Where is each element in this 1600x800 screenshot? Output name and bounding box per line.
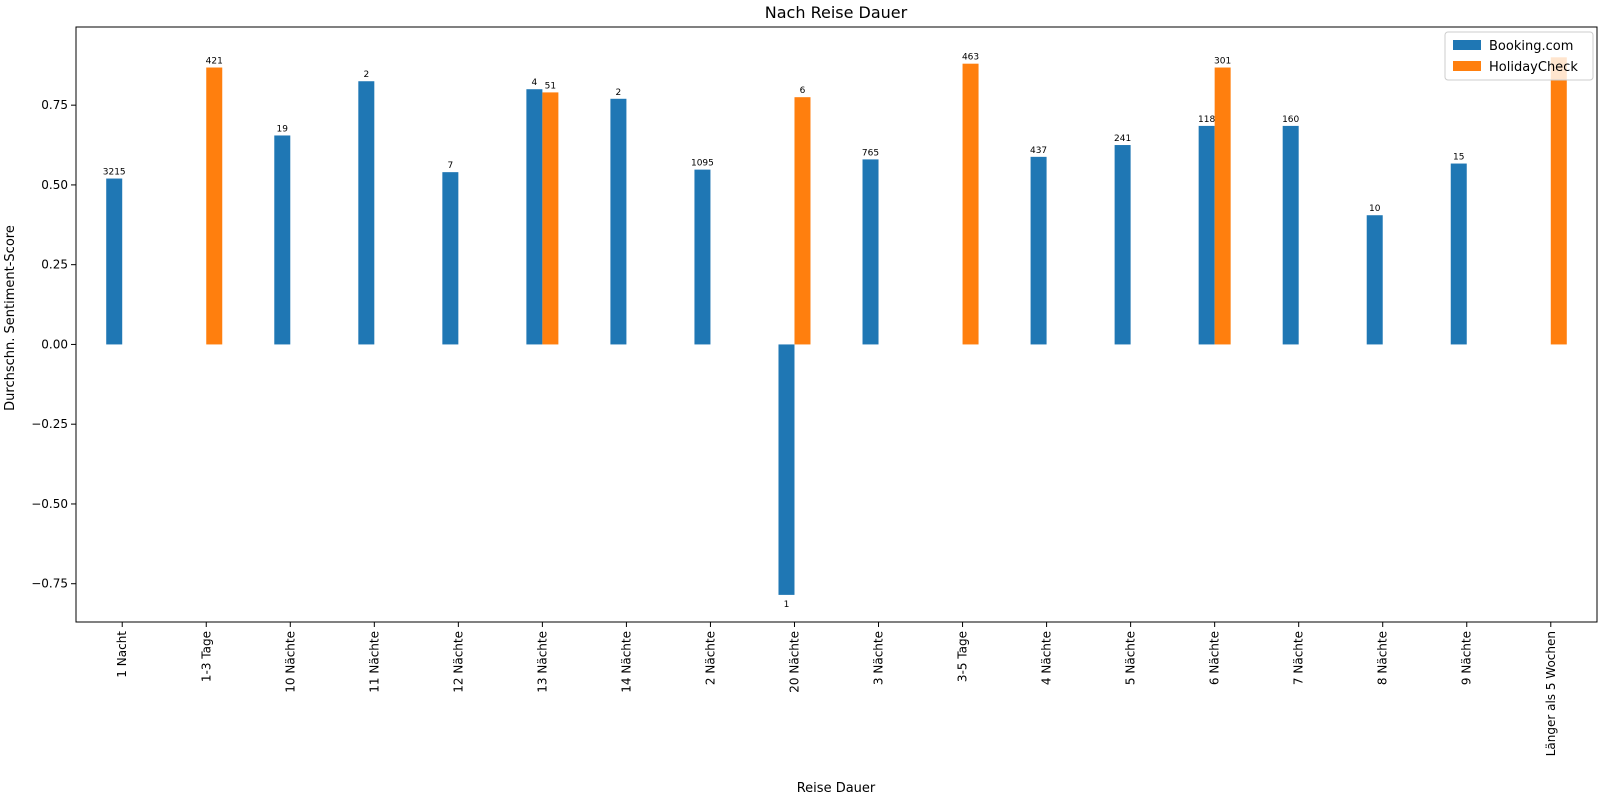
x-tick-label: 12 Nächte xyxy=(451,631,465,693)
bar-booking-com-5-nachte xyxy=(1114,145,1131,345)
x-tick-label: 1-3 Tage xyxy=(199,631,213,682)
x-tick-label: 4 Nächte xyxy=(1040,631,1054,685)
x-tick-label: 20 Nächte xyxy=(787,631,801,693)
data-label-booking-com-11-nachte: 2 xyxy=(363,70,369,80)
data-label-booking-com-12-nachte: 7 xyxy=(447,161,453,171)
x-tick-label: 5 Nächte xyxy=(1124,631,1138,685)
data-label-booking-com-2-nachte: 1095 xyxy=(691,159,714,169)
y-tick-label: 0.50 xyxy=(41,178,68,192)
bar-booking-com-1-nacht xyxy=(106,178,123,345)
data-label-holidaycheck-20-nachte: 6 xyxy=(800,86,806,96)
x-tick-label: 14 Nächte xyxy=(619,631,633,693)
data-label-booking-com-20-nachte: 1 xyxy=(784,600,790,610)
data-label-booking-com-6-nachte: 118 xyxy=(1198,115,1215,125)
y-tick-label: 0.75 xyxy=(41,98,68,112)
bar-booking-com-7-nachte xyxy=(1282,125,1299,345)
legend: Booking.com HolidayCheck xyxy=(1444,31,1594,81)
data-label-booking-com-14-nachte: 2 xyxy=(616,88,622,98)
y-tick-label: 0.25 xyxy=(41,258,68,272)
legend-box xyxy=(1444,31,1594,81)
data-label-booking-com-7-nachte: 160 xyxy=(1282,115,1299,125)
y-axis-title: Durchschn. Sentiment-Score xyxy=(3,225,18,411)
legend-label-booking-com: Booking.com xyxy=(1489,39,1573,54)
bar-booking-com-20-nachte xyxy=(778,344,795,595)
bar-booking-com-4-nachte xyxy=(1030,156,1047,345)
x-tick-label: 10 Nächte xyxy=(283,631,297,693)
x-tick-label: 2 Nächte xyxy=(703,631,717,685)
y-tick-label: −0.25 xyxy=(31,417,68,431)
x-tick-label: 7 Nächte xyxy=(1292,631,1306,685)
bar-booking-com-8-nachte xyxy=(1366,215,1383,345)
plot-area: −0.75 −0.50 −0.25 0.00 0.25 0.50 0.75 1 Nacht 1-… xyxy=(31,26,1598,756)
data-label-holidaycheck-3-5-tage: 463 xyxy=(962,53,979,63)
x-tick-label: 3-5 Tage xyxy=(956,631,970,682)
legend-swatch-booking-com xyxy=(1453,40,1481,50)
x-tick-label: Länger als 5 Wochen xyxy=(1544,631,1558,756)
x-tick-label: 8 Nächte xyxy=(1376,631,1390,685)
data-label-holidaycheck-6-nachte: 301 xyxy=(1214,57,1231,67)
data-label-booking-com-3-nachte: 765 xyxy=(862,148,879,158)
x-axis-title: Reise Dauer xyxy=(797,781,876,796)
bar-holidaycheck-13-nachte xyxy=(542,92,559,345)
data-label-holidaycheck-1-3-tage: 421 xyxy=(206,57,223,67)
legend-label-holidaycheck: HolidayCheck xyxy=(1489,60,1578,75)
x-tick-label: 3 Nächte xyxy=(872,631,886,685)
data-label-booking-com-8-nachte: 10 xyxy=(1369,204,1381,214)
bar-holidaycheck-3-5-tage xyxy=(962,63,979,345)
bar-booking-com-10-nachte xyxy=(274,135,291,345)
x-tick-label: 1 Nacht xyxy=(115,631,129,678)
bar-booking-com-2-nachte xyxy=(694,169,711,345)
bar-booking-com-12-nachte xyxy=(442,172,459,345)
bar-booking-com-9-nachte xyxy=(1450,163,1467,345)
bar-holidaycheck-20-nachte xyxy=(794,97,811,345)
data-label-booking-com-4-nachte: 437 xyxy=(1030,146,1047,156)
x-tick-label: 13 Nächte xyxy=(535,631,549,693)
bar-booking-com-11-nachte xyxy=(358,81,375,345)
x-tick-label: 9 Nächte xyxy=(1460,631,1474,685)
y-tick-label: 0.00 xyxy=(41,337,68,351)
y-tick-label: −0.75 xyxy=(31,577,68,591)
bar-booking-com-6-nachte xyxy=(1198,125,1215,345)
bar-booking-com-3-nachte xyxy=(862,159,879,345)
bar-holidaycheck-6-nachte xyxy=(1214,67,1231,345)
bar-holidaycheck-1-3-tage xyxy=(206,67,223,345)
data-label-booking-com-13-nachte: 4 xyxy=(532,78,538,88)
data-label-holidaycheck-13-nachte: 51 xyxy=(545,81,556,91)
y-tick-label: −0.50 xyxy=(31,497,68,511)
legend-swatch-holidaycheck xyxy=(1453,61,1481,71)
data-label-booking-com-1-nacht: 3215 xyxy=(103,168,126,178)
data-label-booking-com-9-nachte: 15 xyxy=(1453,153,1464,163)
bar-booking-com-13-nachte xyxy=(526,89,543,345)
chart-title: Nach Reise Dauer xyxy=(765,3,908,22)
data-label-booking-com-5-nachte: 241 xyxy=(1114,134,1131,144)
bar-holidaycheck-langer-als-5-wochen xyxy=(1550,57,1567,345)
data-label-booking-com-10-nachte: 19 xyxy=(277,124,289,134)
x-tick-label: 6 Nächte xyxy=(1208,631,1222,685)
bar-booking-com-14-nachte xyxy=(610,98,627,345)
x-tick-label: 11 Nächte xyxy=(367,631,381,693)
plot-frame xyxy=(75,26,1598,623)
